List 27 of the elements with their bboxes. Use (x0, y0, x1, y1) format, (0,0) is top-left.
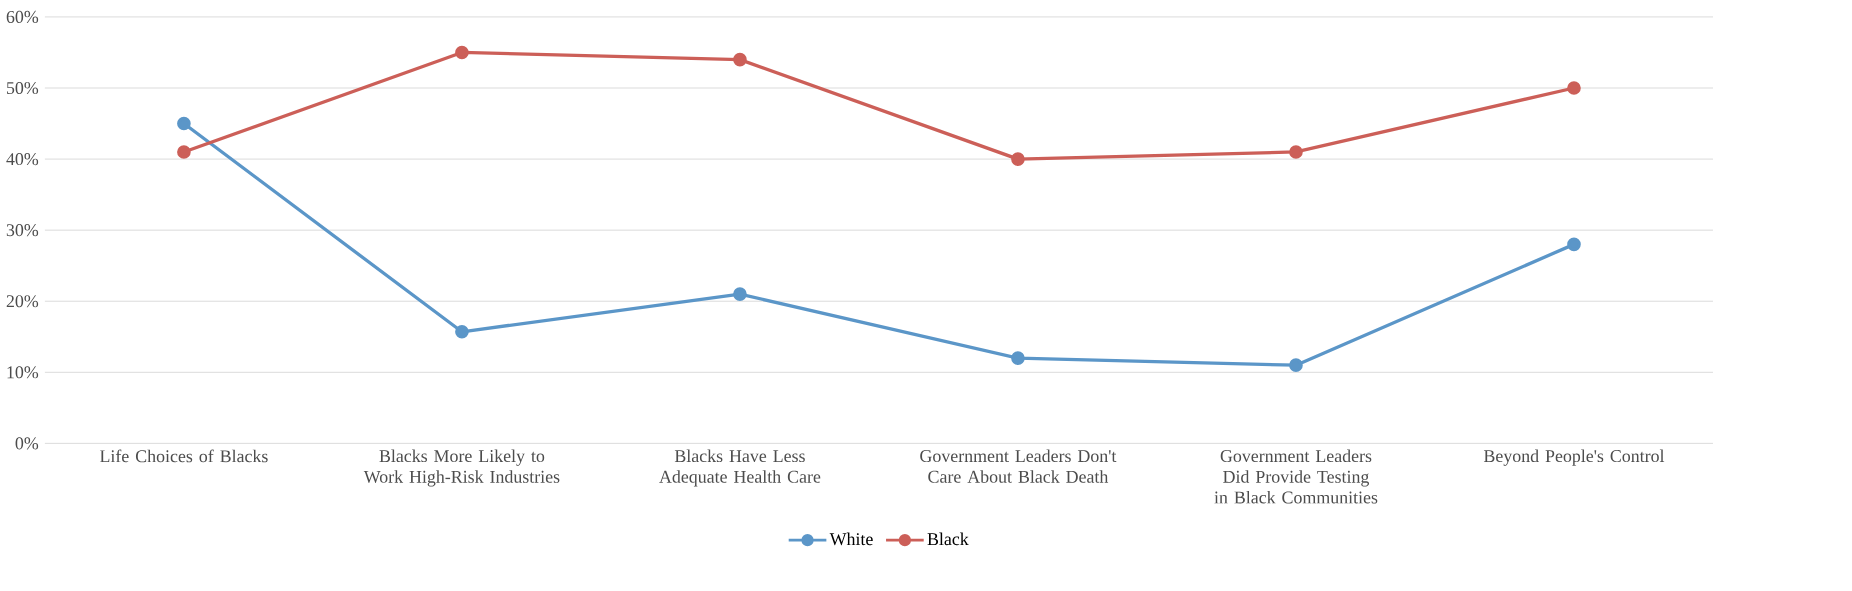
x-tick-label: Blacks More Likely to Work High-Risk Industries (363, 449, 560, 487)
point (1289, 145, 1303, 159)
point (1289, 358, 1303, 372)
y-tick-label: 50% (7, 81, 39, 94)
legend-label: Black (927, 532, 969, 546)
point (733, 287, 747, 301)
point (1567, 81, 1581, 95)
y-tick-label: 60% (6, 10, 39, 23)
x-tick-label: Government Leaders Did Provide Testing in Black Communities (1214, 449, 1378, 504)
x-tick-label: Life Choices of Blacks (99, 449, 268, 463)
x-tick-label: Government Leaders Don't Care About Black Death (920, 449, 1117, 483)
point (455, 45, 469, 60)
legend-label: White (829, 532, 873, 546)
point (1567, 237, 1581, 252)
x-tick-label: Blacks Have Less Adequate Health Care (659, 449, 821, 487)
x-tick-label: Beyond People's Control (1483, 449, 1665, 466)
point (1011, 351, 1025, 365)
y-tick-label: 20% (6, 295, 39, 308)
point (455, 324, 469, 339)
point (1011, 152, 1025, 166)
y-tick-label: 30% (6, 224, 39, 237)
y-tick-label: 10% (7, 366, 39, 379)
y-tick-label: 40% (6, 152, 39, 166)
point (177, 145, 191, 159)
point (733, 52, 747, 67)
point (177, 116, 191, 131)
y-tick-label: 0% (15, 437, 39, 450)
